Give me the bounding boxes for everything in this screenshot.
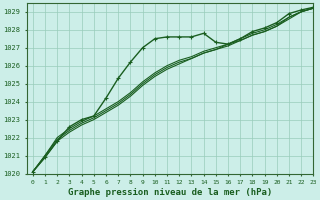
X-axis label: Graphe pression niveau de la mer (hPa): Graphe pression niveau de la mer (hPa)	[68, 188, 272, 197]
